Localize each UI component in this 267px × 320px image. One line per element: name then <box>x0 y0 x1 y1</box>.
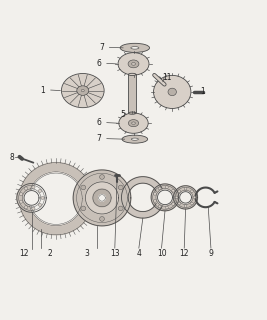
Text: 4: 4 <box>136 249 141 258</box>
Ellipse shape <box>100 175 104 179</box>
Ellipse shape <box>120 43 150 52</box>
Text: 13: 13 <box>110 249 120 258</box>
Text: 12: 12 <box>179 249 189 258</box>
Polygon shape <box>24 191 39 205</box>
Ellipse shape <box>191 190 193 193</box>
Ellipse shape <box>158 205 161 208</box>
Ellipse shape <box>128 120 139 127</box>
Ellipse shape <box>131 138 138 140</box>
Ellipse shape <box>77 86 89 95</box>
Text: 11: 11 <box>162 73 172 82</box>
Text: 9: 9 <box>209 249 213 258</box>
Polygon shape <box>30 173 82 224</box>
Text: 8: 8 <box>10 153 14 162</box>
Text: 7: 7 <box>99 43 104 52</box>
Ellipse shape <box>81 185 86 190</box>
Ellipse shape <box>128 112 136 114</box>
Ellipse shape <box>32 186 35 189</box>
Polygon shape <box>151 184 179 211</box>
Text: 10: 10 <box>157 249 166 258</box>
Text: 1: 1 <box>40 85 45 94</box>
Polygon shape <box>158 190 172 204</box>
Polygon shape <box>174 186 198 209</box>
Ellipse shape <box>128 73 136 76</box>
Ellipse shape <box>178 202 180 205</box>
Text: 7: 7 <box>96 134 101 143</box>
Ellipse shape <box>24 187 28 190</box>
Text: 6: 6 <box>96 118 101 127</box>
Text: 1: 1 <box>201 87 205 96</box>
Polygon shape <box>121 177 162 218</box>
Ellipse shape <box>166 206 168 209</box>
Polygon shape <box>19 163 93 235</box>
Ellipse shape <box>81 206 86 211</box>
Ellipse shape <box>131 47 139 49</box>
Ellipse shape <box>154 76 191 108</box>
Polygon shape <box>180 192 191 203</box>
Ellipse shape <box>172 189 175 192</box>
Ellipse shape <box>168 88 176 96</box>
Ellipse shape <box>118 53 149 75</box>
Ellipse shape <box>38 203 42 206</box>
Ellipse shape <box>158 187 161 190</box>
Polygon shape <box>17 184 46 212</box>
Polygon shape <box>85 182 119 214</box>
Ellipse shape <box>19 193 23 196</box>
Text: 2: 2 <box>47 249 52 258</box>
Ellipse shape <box>191 202 193 205</box>
Ellipse shape <box>184 205 187 207</box>
Ellipse shape <box>154 192 156 195</box>
Ellipse shape <box>24 206 28 209</box>
Ellipse shape <box>175 196 178 199</box>
Ellipse shape <box>193 196 196 199</box>
Ellipse shape <box>61 74 104 108</box>
Polygon shape <box>29 172 84 226</box>
Ellipse shape <box>41 196 44 199</box>
Text: 12: 12 <box>19 250 29 259</box>
Ellipse shape <box>122 135 148 143</box>
Ellipse shape <box>32 207 35 210</box>
Ellipse shape <box>172 203 175 205</box>
Ellipse shape <box>19 200 23 203</box>
Ellipse shape <box>118 185 123 190</box>
Ellipse shape <box>154 200 156 202</box>
Ellipse shape <box>81 89 84 92</box>
Ellipse shape <box>132 62 135 65</box>
Bar <box>128 75 136 113</box>
Ellipse shape <box>128 60 139 68</box>
Ellipse shape <box>184 188 187 190</box>
Ellipse shape <box>38 189 42 193</box>
Ellipse shape <box>174 196 177 199</box>
Ellipse shape <box>166 186 168 188</box>
Ellipse shape <box>100 217 104 221</box>
Ellipse shape <box>119 113 148 133</box>
Ellipse shape <box>118 206 123 211</box>
Text: 5: 5 <box>120 110 125 119</box>
Polygon shape <box>73 170 131 226</box>
Text: 3: 3 <box>84 249 89 258</box>
Ellipse shape <box>132 122 135 124</box>
Polygon shape <box>99 195 105 201</box>
Polygon shape <box>93 189 111 207</box>
Text: 6: 6 <box>96 59 101 68</box>
Ellipse shape <box>178 190 180 193</box>
